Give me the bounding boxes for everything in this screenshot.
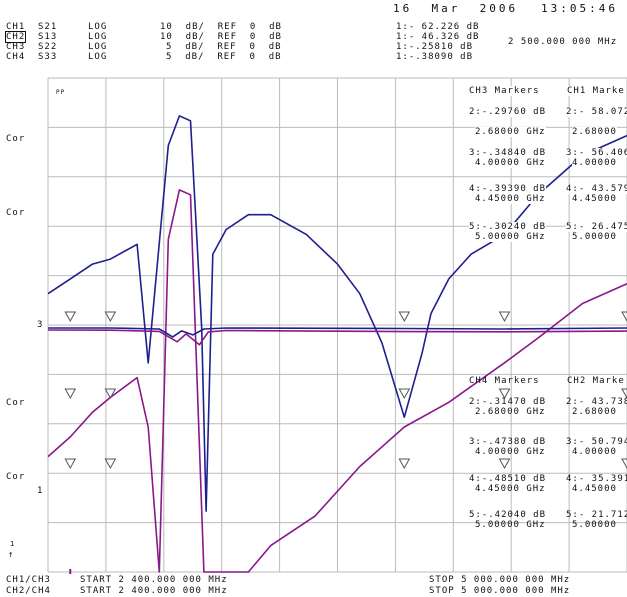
upper-b-val-5: 5:- 26.475 (566, 222, 627, 232)
upper-a-freq-3: 4.00000 GHz (475, 158, 546, 168)
lower-b-freq-2: 2.68000 (572, 407, 617, 417)
upper-a-val-5: 5:-.30240 dB (469, 222, 547, 232)
traces (47, 115, 627, 573)
lower-b-freq-3: 4.00000 (572, 447, 617, 457)
ch2-scale: 10 dB/ REF 0 dB (160, 32, 282, 42)
marker-triangle-2 (104, 458, 117, 470)
lower-a-val-3: 3:-.47380 dB (469, 437, 547, 447)
upper-b-freq-2: 2.68000 (572, 127, 617, 137)
ch2-marker: 1:- 46.326 dB (396, 32, 480, 42)
lower-a-freq-5: 5.00000 GHz (475, 520, 546, 530)
trace-s22 (48, 327, 627, 338)
lower-b-val-4: 4:- 35.391 (566, 474, 627, 484)
marker-symbols (64, 311, 627, 574)
upper-b-freq-4: 4.45000 (572, 194, 617, 204)
ch1-param: S21 (38, 22, 58, 32)
lower-a-freq-4: 4.45000 GHz (475, 484, 546, 494)
small-1-label: 1 (10, 540, 16, 548)
reference-1-label: 1 (37, 486, 44, 496)
marker-triangle-2 (104, 388, 117, 400)
cor-label-3: Cor (6, 398, 26, 408)
cor-label-4: Cor (6, 472, 26, 482)
ch4-format: LOG (88, 52, 108, 62)
upper-a-freq-2: 2.68000 GHz (475, 127, 546, 137)
lower-a-freq-2: 2.68000 GHz (475, 407, 546, 417)
marker-triangle-4 (498, 458, 511, 470)
lower-a-val-4: 4:-.48510 dB (469, 474, 547, 484)
ch2-markers-title: CH2 Marke (567, 376, 625, 386)
date-readout: 16 Mar 2006 (393, 2, 519, 15)
footer-stop-2[interactable]: STOP 5 000.000 000 MHz (429, 586, 571, 596)
footer-start-1[interactable]: START 2 400.000 000 MHz (80, 575, 228, 585)
ch3-param: S22 (38, 42, 58, 52)
marker-triangle-3 (398, 388, 411, 400)
arrow-up-icon: ↑ (8, 550, 15, 560)
reference-3-label: 3 (37, 320, 44, 330)
upper-a-freq-5: 5.00000 GHz (475, 232, 546, 242)
marker-frequency: 2 500.000 000 MHz (508, 37, 618, 47)
lower-b-freq-5: 5.00000 (572, 520, 617, 530)
ch4-marker: 1:-.38090 dB (396, 52, 474, 62)
ch3-marker: 1:-.25810 dB (396, 42, 474, 52)
marker-triangle-1 (64, 388, 77, 400)
ch1-label[interactable]: CH1 (6, 22, 26, 32)
upper-a-freq-4: 4.45000 GHz (475, 194, 546, 204)
lower-b-freq-4: 4.45000 (572, 484, 617, 494)
marker-triangle-1 (64, 458, 77, 470)
footer-start-2[interactable]: START 2 400.000 000 MHz (80, 586, 228, 596)
footer-ch2-ch4: CH2/CH4 (6, 586, 51, 596)
lower-a-val-5: 5:-.42040 dB (469, 510, 547, 520)
ch1-scale: 10 dB/ REF 0 dB (160, 22, 282, 32)
cor-label-2: Cor (6, 208, 26, 218)
marker-triangle-4 (498, 311, 511, 323)
ch3-scale: 5 dB/ REF 0 dB (166, 42, 282, 52)
lower-b-val-2: 2:- 43.738 (566, 397, 627, 407)
ch4-scale: 5 dB/ REF 0 dB (166, 52, 282, 62)
ch4-markers-title: CH4 Markers (469, 376, 540, 386)
time-readout: 13:05:46 (541, 2, 618, 15)
marker-triangle-4 (498, 388, 511, 400)
upper-b-val-4: 4:- 43.579 (566, 184, 627, 194)
trace-s13 (47, 189, 627, 573)
marker-triangle-5 (621, 388, 627, 400)
ch2-param: S13 (38, 32, 58, 42)
upper-b-val-2: 2:- 58.072 (566, 107, 627, 117)
ch2-format: LOG (88, 32, 108, 42)
marker-triangle-1 (64, 311, 77, 323)
footer-ch1-ch3: CH1/CH3 (6, 575, 51, 585)
upper-a-val-2: 2:-.29760 dB (469, 107, 547, 117)
upper-b-freq-3: 4.00000 (572, 158, 617, 168)
ch2-label-active[interactable]: CH2 (4, 31, 27, 43)
ch1-marker: 1:- 62.226 dB (396, 22, 480, 32)
pp-label: PP (56, 89, 66, 96)
marker-triangle-3 (398, 311, 411, 323)
lower-b-val-3: 3:- 50.794 (566, 437, 627, 447)
footer-stop-1[interactable]: STOP 5 000.000 000 MHz (429, 575, 571, 585)
upper-b-val-3: 3:- 56.406 (566, 148, 627, 158)
marker-triangle-2 (104, 311, 117, 323)
lower-b-val-5: 5:- 21.712 (566, 510, 627, 520)
trace-s21 (47, 115, 627, 512)
lower-a-freq-3: 4.00000 GHz (475, 447, 546, 457)
ch3-label[interactable]: CH3 (6, 42, 26, 52)
upper-b-freq-5: 5.00000 (572, 232, 617, 242)
cor-label-1: Cor (6, 134, 26, 144)
ch1-markers-title: CH1 Marke (567, 86, 625, 96)
upper-a-val-4: 4:-.39390 dB (469, 184, 547, 194)
ch4-param: S33 (38, 52, 58, 62)
ch1-format: LOG (88, 22, 108, 32)
marker-triangle-5 (621, 458, 627, 470)
ch3-markers-title: CH3 Markers (469, 86, 540, 96)
lower-a-val-2: 2:-.31470 dB (469, 397, 547, 407)
ch3-format: LOG (88, 42, 108, 52)
marker-triangle-3 (398, 458, 411, 470)
upper-a-val-3: 3:-.34840 dB (469, 148, 547, 158)
trace-s33 (47, 329, 627, 346)
ch4-label[interactable]: CH4 (6, 52, 26, 62)
marker-triangle-5 (621, 311, 627, 323)
